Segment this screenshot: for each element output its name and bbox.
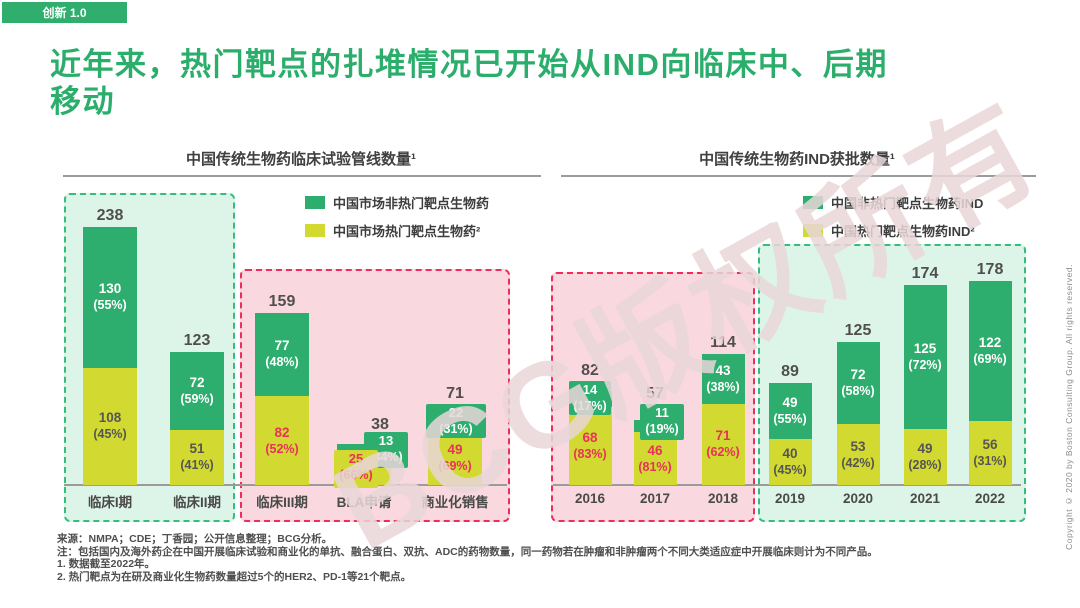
chart-title-rule-left (63, 175, 541, 177)
page-title: 近年来，热门靶点的扎堆情况已开始从IND向临床中、后期 移动 (50, 46, 1050, 120)
x-axis-left (64, 484, 507, 486)
legend-label: 中国市场非热门靶点生物药 (333, 196, 490, 211)
highlight-box-clinical-early (64, 193, 235, 522)
legend-swatch (305, 196, 325, 209)
legend-swatch (803, 224, 823, 237)
legend-item: 中国市场热门靶点生物药² (305, 221, 489, 240)
chart-title-right: 中国传统生物药IND获批数量¹ (699, 151, 895, 168)
chart-title-rule-right (561, 175, 1036, 177)
chart-title-left: 中国传统生物药临床试验管线数量¹ (186, 151, 416, 168)
legend-swatch (803, 196, 823, 209)
legend-left-chart: 中国市场非热门靶点生物药 中国市场热门靶点生物药² (305, 193, 489, 240)
legend-item: 中国非热门靶点生物药IND (803, 193, 983, 212)
highlight-box-ind-2019-2022 (758, 244, 1026, 522)
footnote-note: 注：包括国内及海外药企在中国开展临床试验和商业化的单抗、融合蛋白、双抗、ADC的… (57, 545, 878, 558)
legend-label: 中国市场热门靶点生物药² (333, 224, 481, 239)
page-title-line2: 移动 (50, 84, 115, 119)
page-title-line1: 近年来，热门靶点的扎堆情况已开始从IND向临床中、后期 (50, 47, 888, 82)
legend-label: 中国热门靶点生物药IND² (831, 224, 975, 239)
legend-item: 中国热门靶点生物药IND² (803, 221, 983, 240)
legend-right-chart: 中国非热门靶点生物药IND 中国热门靶点生物药IND² (803, 193, 983, 240)
legend-item: 中国市场非热门靶点生物药 (305, 193, 489, 212)
legend-label: 中国非热门靶点生物药IND (831, 196, 984, 211)
footnote-2: 2. 热门靶点为在研及商业化生物药数量超过5个的HER2、PD-1等21个靶点。 (57, 570, 412, 583)
footnote-source: 来源：NMPA；CDE；丁香园；公开信息整理；BCG分析。 (57, 533, 333, 545)
copyright-text: Copyright © 2020 by Boston Consulting Gr… (1064, 264, 1074, 550)
footnotes: 来源：NMPA；CDE；丁香园；公开信息整理；BCG分析。 注：包括国内及海外药… (57, 533, 1047, 583)
x-axis-right (553, 484, 1021, 486)
section-badge: 创新 1.0 (2, 2, 127, 23)
legend-swatch (305, 224, 325, 237)
footnote-1: 1. 数据截至2022年。 (57, 558, 156, 570)
